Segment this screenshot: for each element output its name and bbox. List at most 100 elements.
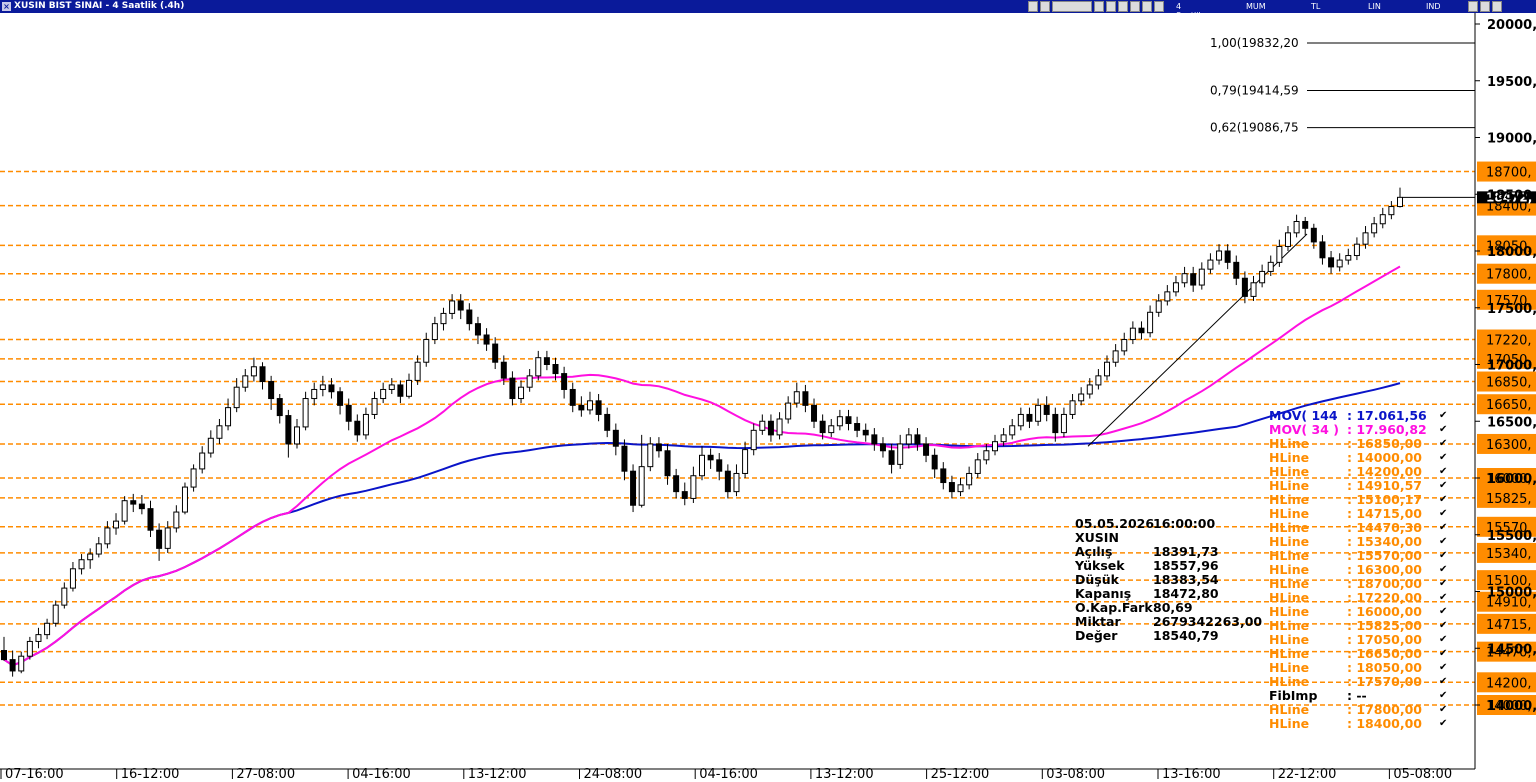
legend-row[interactable]: MOV( 144: 17.061,56 ✔ — [1269, 409, 1449, 423]
tool-icon-3[interactable] — [1094, 1, 1104, 12]
tool-icon-4[interactable] — [1106, 1, 1116, 12]
check-icon[interactable]: ✔ — [1439, 634, 1448, 645]
legend-row[interactable]: HLine: 17800,00 ✔ — [1269, 703, 1449, 717]
check-icon[interactable]: ✔ — [1439, 508, 1448, 519]
candle-body — [1026, 413, 1033, 422]
legend-row[interactable]: HLine: 14000,00 ✔ — [1269, 451, 1449, 465]
check-icon[interactable]: ✔ — [1439, 480, 1448, 491]
legend-value: : 16850,00 — [1347, 436, 1422, 451]
tool-dropdown[interactable] — [1052, 1, 1092, 12]
legend-value: : -- — [1347, 688, 1367, 703]
legend-row[interactable]: HLine: 14910,57 ✔ — [1269, 479, 1449, 493]
candle-body — [52, 604, 59, 624]
close-icon[interactable]: × — [2, 2, 11, 11]
legend-row[interactable]: HLine: 14470,30 ✔ — [1269, 521, 1449, 535]
candle-body — [466, 309, 473, 325]
check-icon[interactable]: ✔ — [1439, 704, 1448, 715]
legend-row[interactable]: HLine: 14715,00 ✔ — [1269, 507, 1449, 521]
legend-row[interactable]: HLine: 15570,00 ✔ — [1269, 549, 1449, 563]
legend-row[interactable]: HLine: 16300,00 ✔ — [1269, 563, 1449, 577]
hline-label: 14000, — [1486, 699, 1532, 714]
candle-body — [897, 443, 904, 465]
tool-icon-5[interactable] — [1118, 1, 1128, 12]
candle-body — [87, 553, 94, 561]
legend-row[interactable]: HLine: 16850,00 ✔ — [1269, 437, 1449, 451]
tool-icon-1[interactable] — [1028, 1, 1038, 12]
tool-icon-7[interactable] — [1154, 1, 1164, 12]
hline-label-bg — [1477, 348, 1536, 369]
check-icon[interactable]: ✔ — [1439, 410, 1448, 421]
check-icon[interactable]: ✔ — [1439, 452, 1448, 463]
legend-row[interactable]: HLine: 18050,00 ✔ — [1269, 661, 1449, 675]
currency-selector[interactable]: TL — [1311, 2, 1321, 11]
candle-body — [431, 323, 438, 341]
check-icon[interactable]: ✔ — [1439, 690, 1448, 701]
tool-icon-9[interactable] — [1480, 1, 1490, 12]
check-icon[interactable]: ✔ — [1439, 662, 1448, 673]
price-chart[interactable]: 18700, 18400, 18050, 17800, 17570, 17220, 1705… — [0, 13, 1536, 782]
check-icon[interactable]: ✔ — [1439, 606, 1448, 617]
candle-body — [199, 452, 206, 470]
x-tick-label: 04-16:00 — [699, 767, 758, 782]
check-icon[interactable]: ✔ — [1439, 718, 1448, 729]
legend-row[interactable]: HLine: 18400,00 ✔ — [1269, 717, 1449, 731]
check-icon[interactable]: ✔ — [1439, 494, 1448, 505]
legend-row[interactable]: HLine: 16650,00 ✔ — [1269, 647, 1449, 661]
info-key: Düşük — [1075, 572, 1119, 587]
check-icon[interactable]: ✔ — [1439, 536, 1448, 547]
x-axis: 07-16:00 16-12:00 27-08:00 04-16:00 13-12:00… — [0, 767, 1452, 782]
legend-row[interactable]: FibImp: -- ✔ — [1269, 689, 1449, 703]
candle-body — [113, 520, 120, 529]
check-icon[interactable]: ✔ — [1439, 592, 1448, 603]
scale-selector[interactable]: LIN — [1368, 2, 1381, 11]
ma-line — [3, 265, 1401, 667]
legend-row[interactable]: MOV( 34 ): 17.960,82 ✔ — [1269, 423, 1449, 437]
candle-body — [785, 402, 792, 420]
legend-row[interactable]: HLine: 17220,00 ✔ — [1269, 591, 1449, 605]
y-tick-label: 16500,0 — [1487, 415, 1536, 430]
check-icon[interactable]: ✔ — [1439, 438, 1448, 449]
legend-row[interactable]: HLine: 15825,00 ✔ — [1269, 619, 1449, 633]
legend-row[interactable]: HLine: 17050,00 ✔ — [1269, 633, 1449, 647]
x-tick-label: 13-12:00 — [468, 767, 527, 782]
legend-row[interactable]: HLine: 17570,00 ✔ — [1269, 675, 1449, 689]
pencil-icon[interactable] — [1130, 1, 1140, 12]
indicator-selector[interactable]: IND — [1426, 2, 1441, 11]
legend-row[interactable]: HLine: 14200,00 ✔ — [1269, 465, 1449, 479]
candle-body — [311, 388, 318, 400]
candle-body — [1224, 250, 1231, 263]
check-icon[interactable]: ✔ — [1439, 564, 1448, 575]
x-tick-label: 22-12:00 — [1278, 767, 1337, 782]
check-icon[interactable]: ✔ — [1439, 466, 1448, 477]
candle-body — [1353, 243, 1360, 257]
tool-icon-10[interactable] — [1492, 1, 1502, 12]
tool-icon-6[interactable] — [1142, 1, 1152, 12]
tool-icon-2[interactable] — [1040, 1, 1050, 12]
candle-body — [1035, 404, 1042, 422]
check-icon[interactable]: ✔ — [1439, 676, 1448, 687]
tool-icon-8[interactable] — [1468, 1, 1478, 12]
hline-label: 17570, — [1486, 294, 1532, 309]
candle-body — [397, 384, 404, 397]
check-icon[interactable]: ✔ — [1439, 424, 1448, 435]
legend-row[interactable]: HLine: 15340,00 ✔ — [1269, 535, 1449, 549]
legend-row[interactable]: HLine: 16000,00 ✔ — [1269, 605, 1449, 619]
candle-body — [724, 470, 731, 493]
candle-body — [1250, 282, 1257, 297]
check-icon[interactable]: ✔ — [1439, 550, 1448, 561]
check-icon[interactable]: ✔ — [1439, 648, 1448, 659]
candle-body — [690, 475, 697, 499]
candle-body — [138, 503, 145, 510]
candle-body — [879, 443, 886, 452]
period-selector[interactable]: 4 Saatlik — [1176, 2, 1204, 20]
hline-label-bg — [1477, 487, 1536, 508]
horizontal-lines: 18700, 18400, 18050, 17800, 17570, 17220, 1705… — [0, 161, 1536, 715]
check-icon[interactable]: ✔ — [1439, 522, 1448, 533]
legend-row[interactable]: HLine: 18700,00 ✔ — [1269, 577, 1449, 591]
check-icon[interactable]: ✔ — [1439, 620, 1448, 631]
check-icon[interactable]: ✔ — [1439, 578, 1448, 589]
chart-type-selector[interactable]: MUM — [1246, 2, 1266, 11]
candle-body — [474, 323, 481, 336]
legend-row[interactable]: HLine: 15100,17 ✔ — [1269, 493, 1449, 507]
y-tick-label: 15500,0 — [1487, 529, 1536, 544]
